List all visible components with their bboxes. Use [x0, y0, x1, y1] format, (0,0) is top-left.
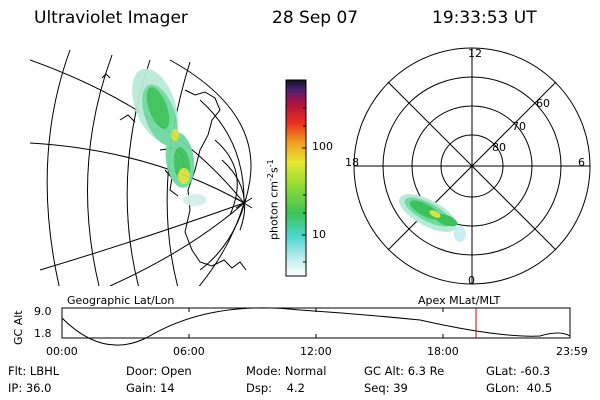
date-label: 28 Sep 07: [272, 8, 359, 28]
status-seq: Seq: 39: [364, 381, 408, 395]
instrument-title: Ultraviolet Imager: [34, 8, 188, 28]
status-ip: IP: 36.0: [8, 381, 52, 395]
colorbar: [285, 79, 307, 277]
geographic-label: Geographic Lat/Lon: [67, 294, 175, 307]
polar-mlt-0: 0: [468, 274, 475, 287]
polar-mlt-12: 12: [468, 47, 482, 60]
status-gain: Gain: 14: [126, 381, 175, 395]
aurora-polar: [399, 194, 466, 242]
orbit-time-0: 00:00: [46, 345, 78, 358]
polar-lat-60: 60: [536, 97, 550, 110]
colorbar-ticks: [302, 107, 306, 263]
orbit-axis-label: GC Alt: [12, 310, 25, 345]
orbit-time-2: 12:00: [300, 345, 332, 358]
colorbar-tick-100: 100: [312, 140, 333, 153]
orbit-y-top: 9.0: [34, 305, 52, 318]
status-glat: GLat: -60.3: [486, 364, 551, 378]
apex-label: Apex MLat/MLT: [418, 294, 501, 307]
orbit-time-1: 06:00: [173, 345, 205, 358]
orbit-plot: [61, 307, 571, 346]
time-label: 19:33:53 UT: [432, 8, 537, 28]
colorbar-tick-10: 10: [312, 228, 326, 241]
polar-mlt-6: 6: [578, 156, 585, 169]
status-dsp: Dsp: 4.2: [246, 381, 305, 395]
colorbar-unit-label: photon cm-2s-1: [266, 159, 281, 240]
aurora-geographic: [132, 68, 207, 206]
orbit-y-bottom: 1.8: [34, 327, 52, 340]
status-door: Door: Open: [126, 364, 192, 378]
status-mode: Mode: Normal: [246, 364, 327, 378]
polar-mlt-18: 18: [345, 156, 359, 169]
polar-plot: [353, 47, 591, 285]
status-filter: Flt: LBHL: [8, 364, 60, 378]
status-gc-alt: GC Alt: 6.3 Re: [364, 364, 445, 378]
polar-lat-80: 80: [492, 141, 506, 154]
polar-lat-70: 70: [512, 120, 526, 133]
orbit-time-3: 18:00: [427, 345, 459, 358]
status-glon: GLon: 40.5: [486, 381, 553, 395]
orbit-time-4: 23:59: [556, 345, 588, 358]
